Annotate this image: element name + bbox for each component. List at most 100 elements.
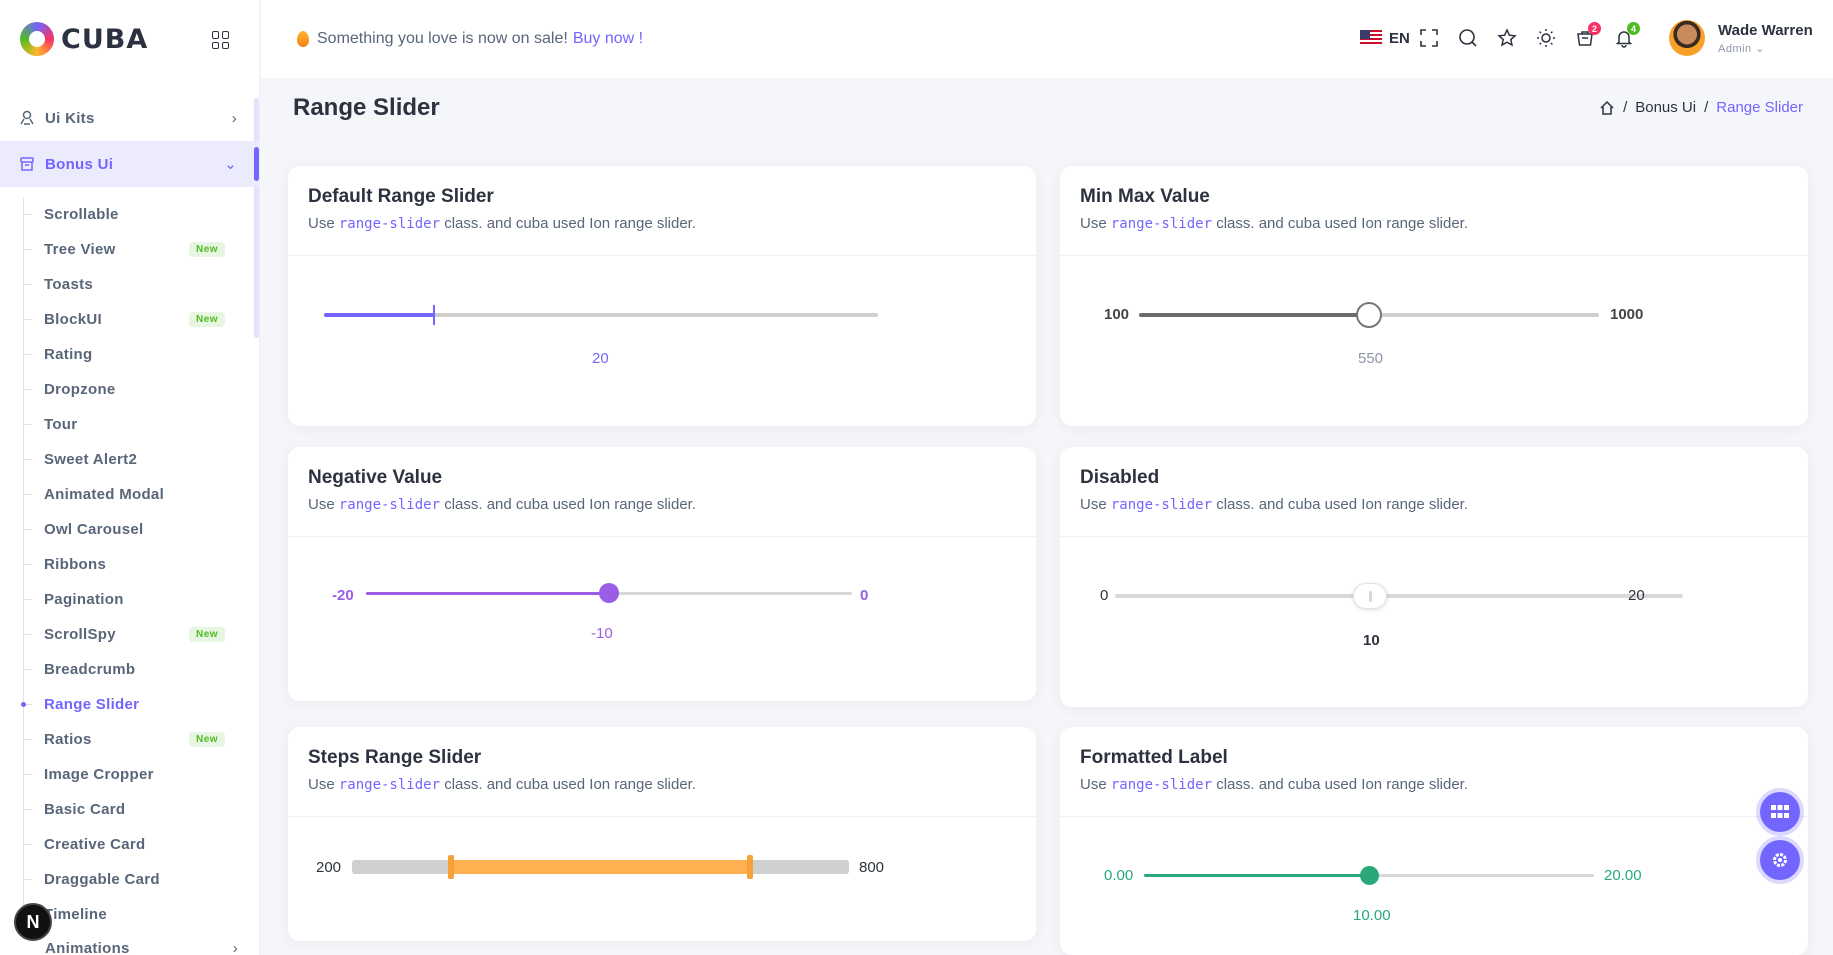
sidebar-subitem-draggable-card[interactable]: Draggable Card bbox=[0, 862, 259, 897]
new-badge: New bbox=[189, 732, 226, 747]
slider-track[interactable] bbox=[324, 313, 878, 317]
user-role[interactable]: Admin ⌄ bbox=[1718, 43, 1765, 55]
card-title: Default Range Slider bbox=[308, 186, 494, 207]
breadcrumb-separator: / bbox=[1704, 99, 1709, 116]
sidebar-subitem-ribbons[interactable]: Ribbons bbox=[0, 547, 259, 582]
sidebar-subitem-owl-carousel[interactable]: Owl Carousel bbox=[0, 512, 259, 547]
sidebar-subitem-dropzone[interactable]: Dropzone bbox=[0, 372, 259, 407]
card-negative-value: Negative Value Use range-slider class. a… bbox=[288, 447, 1036, 701]
dev-tools-badge[interactable]: N bbox=[14, 903, 52, 941]
card-subtitle: Use range-slider class. and cuba used Io… bbox=[308, 496, 697, 513]
slider-handle[interactable] bbox=[1360, 866, 1379, 885]
theme-sun-icon[interactable] bbox=[1534, 26, 1558, 50]
bonus-ui-icon bbox=[18, 155, 36, 173]
sidebar-subitem-label: Timeline bbox=[44, 906, 107, 923]
fullscreen-icon[interactable] bbox=[1417, 26, 1441, 50]
sidebar-subitem-blockui[interactable]: BlockUI New bbox=[0, 302, 259, 337]
bonus-ui-submenu: Scrollable Tree View New Toasts BlockUI New Ra… bbox=[0, 187, 259, 932]
sidebar-subitem-label: Scrollable bbox=[44, 206, 119, 223]
slider-min-label: 0 bbox=[1100, 587, 1109, 604]
sidebar-item-bonus-ui[interactable]: Bonus Ui ⌄ bbox=[0, 141, 259, 187]
slider-min-label: 100 bbox=[1104, 306, 1130, 323]
card-min-max-value: Min Max Value Use range-slider class. an… bbox=[1060, 166, 1808, 426]
top-header: Something you love is now on sale! Buy n… bbox=[261, 0, 1833, 78]
gear-icon bbox=[1773, 853, 1787, 867]
logo-icon bbox=[20, 22, 54, 56]
sidebar-subitem-tour[interactable]: Tour bbox=[0, 407, 259, 442]
sidebar-item-label: Bonus Ui bbox=[45, 155, 114, 173]
slider-handle[interactable] bbox=[1356, 302, 1382, 328]
card-steps-range-slider: Steps Range Slider Use range-slider clas… bbox=[288, 727, 1036, 941]
star-icon[interactable] bbox=[1495, 26, 1519, 50]
breadcrumb: / Bonus Ui / Range Slider bbox=[1599, 99, 1803, 116]
slider-fill bbox=[324, 313, 434, 317]
slider-max-label: 0 bbox=[860, 587, 869, 604]
sidebar-subitem-toasts[interactable]: Toasts bbox=[0, 267, 259, 302]
sidebar-subitem-ratios[interactable]: Ratios New bbox=[0, 722, 259, 757]
sidebar-subitem-label: Animated Modal bbox=[44, 486, 165, 503]
sidebar-subitem-scrollspy[interactable]: ScrollSpy New bbox=[0, 617, 259, 652]
brand-name: CUBA bbox=[61, 23, 149, 55]
page-title: Range Slider bbox=[293, 94, 440, 121]
sidebar-subitem-image-cropper[interactable]: Image Cropper bbox=[0, 757, 259, 792]
settings-button[interactable] bbox=[1760, 840, 1800, 880]
sidebar-subitem-tree-view[interactable]: Tree View New bbox=[0, 232, 259, 267]
sidebar-toggle-grid-icon[interactable] bbox=[212, 31, 230, 49]
search-icon[interactable] bbox=[1456, 26, 1480, 50]
cart-icon[interactable]: 2 bbox=[1573, 22, 1601, 50]
sidebar-item-animations[interactable]: Animations › bbox=[0, 930, 260, 955]
language-selector[interactable]: EN bbox=[1389, 30, 1410, 47]
slider-value-label: -10 bbox=[591, 625, 613, 642]
sidebar-subitem-animated-modal[interactable]: Animated Modal bbox=[0, 477, 259, 512]
sidebar-subitem-basic-card[interactable]: Basic Card bbox=[0, 792, 259, 827]
sidebar-subitem-label: Owl Carousel bbox=[44, 521, 144, 538]
sidebar-subitem-sweet-alert2[interactable]: Sweet Alert2 bbox=[0, 442, 259, 477]
slider-max-label: 20 bbox=[1628, 587, 1645, 604]
sidebar-item-label: Animations bbox=[45, 939, 130, 955]
chevron-right-icon: › bbox=[231, 109, 237, 127]
us-flag-icon[interactable] bbox=[1360, 30, 1382, 46]
user-name[interactable]: Wade Warren bbox=[1718, 22, 1813, 39]
sidebar-subitem-range-slider[interactable]: Range Slider bbox=[0, 687, 259, 722]
user-avatar[interactable] bbox=[1669, 20, 1705, 56]
sidebar-subitem-label: Tour bbox=[44, 416, 78, 433]
slider-track bbox=[1115, 594, 1683, 598]
sidebar-subitem-breadcrumb[interactable]: Breadcrumb bbox=[0, 652, 259, 687]
sidebar-subitem-pagination[interactable]: Pagination bbox=[0, 582, 259, 617]
bell-icon[interactable]: 4 bbox=[1612, 22, 1640, 50]
card-title: Formatted Label bbox=[1080, 747, 1228, 768]
slider-handle-to[interactable] bbox=[747, 855, 753, 879]
sidebar-scrollbar[interactable] bbox=[254, 98, 259, 338]
slider-min-label: -20 bbox=[332, 587, 354, 604]
card-subtitle: Use range-slider class. and cuba used Io… bbox=[1080, 496, 1469, 513]
sidebar-subitem-creative-card[interactable]: Creative Card bbox=[0, 827, 259, 862]
sidebar-subitem-label: Rating bbox=[44, 346, 93, 363]
slider-handle-from[interactable] bbox=[448, 855, 454, 879]
sidebar-item-ui-kits[interactable]: Ui Kits › bbox=[0, 95, 259, 141]
slider-fill bbox=[1144, 874, 1369, 877]
card-default-range-slider: Default Range Slider Use range-slider cl… bbox=[288, 166, 1036, 426]
breadcrumb-item-current: Range Slider bbox=[1716, 99, 1803, 116]
slider-value-label: 550 bbox=[1358, 350, 1384, 367]
slider-handle[interactable] bbox=[599, 583, 619, 603]
slider-handle bbox=[1353, 583, 1387, 609]
chevron-down-icon: ⌄ bbox=[1755, 43, 1765, 55]
breadcrumb-separator: / bbox=[1623, 99, 1628, 116]
new-badge: New bbox=[189, 312, 226, 327]
slider-fill bbox=[366, 592, 609, 595]
sidebar-subitem-rating[interactable]: Rating bbox=[0, 337, 259, 372]
slider-handle[interactable] bbox=[433, 305, 435, 325]
home-icon[interactable] bbox=[1599, 100, 1615, 116]
sidebar-subitem-label: Dropzone bbox=[44, 381, 116, 398]
breadcrumb-item-bonus-ui[interactable]: Bonus Ui bbox=[1635, 99, 1697, 116]
buy-now-link[interactable]: Buy now ! bbox=[572, 30, 644, 47]
sidebar-subitem-scrollable[interactable]: Scrollable bbox=[0, 197, 259, 232]
apps-grid-button[interactable] bbox=[1760, 792, 1800, 832]
sidebar-subitem-label: Breadcrumb bbox=[44, 661, 136, 678]
sidebar-subitem-label: Creative Card bbox=[44, 836, 146, 853]
sidebar-subitem-label: Range Slider bbox=[44, 696, 140, 713]
card-title: Steps Range Slider bbox=[308, 747, 482, 768]
cart-count-badge: 2 bbox=[1588, 22, 1601, 35]
sidebar-subitem-label: Draggable Card bbox=[44, 871, 160, 888]
sidebar-subitem-label: Basic Card bbox=[44, 801, 126, 818]
